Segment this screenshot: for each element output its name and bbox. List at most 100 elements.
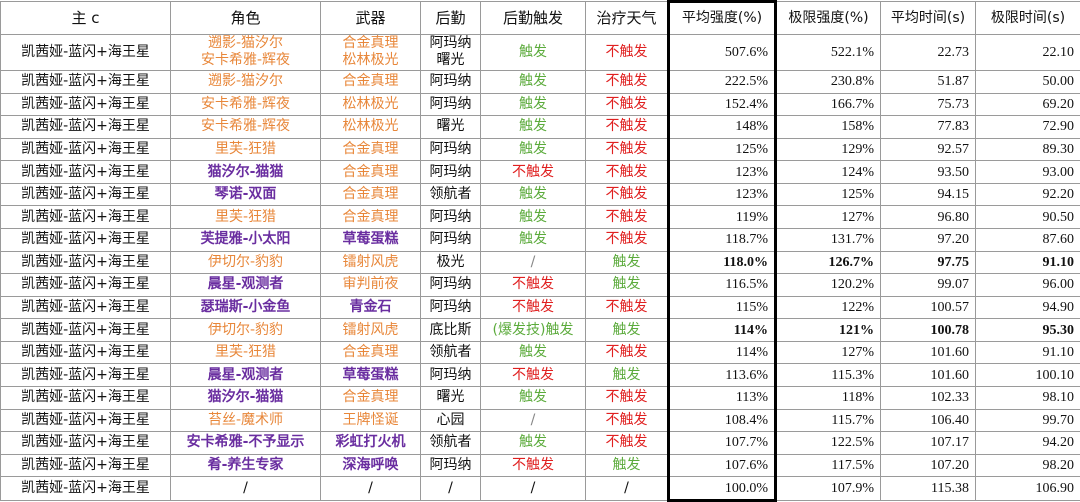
table-cell: 158% — [775, 115, 881, 139]
table-cell: / — [480, 476, 586, 501]
table-cell: 122.5% — [775, 431, 881, 455]
table-cell: 阿玛纳 曙光 — [420, 34, 481, 71]
table-cell: 瑟瑞斯-小金鱼 — [170, 295, 321, 320]
table-cell: 87.60 — [975, 227, 1080, 252]
table-cell: 心园 — [420, 408, 481, 433]
table-cell: 触发 — [480, 205, 586, 229]
table-cell: 96.00 — [975, 273, 1080, 297]
table-row: 凯茜娅-蓝闪+海王星 遡影-猫汐尔 合金真理 阿玛纳 触发 不触发 222.5% 230.8%… — [0, 69, 1080, 94]
table-row: 凯茜娅-蓝闪+海王星 安卡希雅-辉夜 松林极光 曙光 触发 不触发 148% 158% 77.8… — [0, 115, 1080, 139]
table-row: 凯茜娅-蓝闪+海王星 苔丝-魔术师 王牌怪诞 心园 / 不触发 108.4% 115.7% 10… — [0, 408, 1080, 433]
table-cell: 120.2% — [775, 273, 881, 297]
table-cell: 肴-养生专家 — [170, 453, 321, 478]
table-cell: 触发 — [480, 182, 586, 207]
table-cell: 领航者 — [420, 340, 481, 365]
table-cell: 松林极光 — [320, 115, 421, 139]
table-cell: 阿玛纳 — [420, 69, 481, 94]
table-cell: 极光 — [420, 250, 481, 275]
table-cell: 89.30 — [975, 137, 1080, 162]
table-row: 凯茜娅-蓝闪+海王星 晨星-观测者 草莓蛋糕 阿玛纳 不触发 触发 113.6% 115.3%… — [0, 363, 1080, 388]
table-cell: 106.90 — [975, 476, 1080, 501]
table-cell: 触发 — [585, 273, 669, 297]
table-row: 凯茜娅-蓝闪+海王星 肴-养生专家 深海呼唤 阿玛纳 不触发 触发 107.6% 117.5%… — [0, 453, 1080, 478]
table-cell: 合金真理 — [320, 137, 421, 162]
table-cell: 不触发 — [585, 137, 669, 162]
table-cell: 安卡希雅-辉夜 — [170, 92, 321, 117]
table-row: 凯茜娅-蓝闪+海王星 琴诺-双面 合金真理 领航者 触发 不触发 123% 125% 94.15… — [0, 182, 1080, 207]
table-cell: 115% — [667, 295, 777, 320]
table-cell: 触发 — [480, 340, 586, 365]
table-cell: 阿玛纳 — [420, 453, 481, 478]
table-cell: 伊切尔-豹豹 — [170, 250, 321, 275]
table-cell: 芙提雅-小太阳 — [170, 227, 321, 252]
table-cell: 522.1% — [775, 34, 881, 71]
table-cell: 94.20 — [975, 431, 1080, 455]
table-cell: 触发 — [480, 227, 586, 252]
table-cell: 126.7% — [775, 250, 881, 275]
table-cell: 凯茜娅-蓝闪+海王星 — [0, 137, 171, 162]
table-cell: 97.75 — [880, 250, 976, 275]
table-cell: 117.5% — [775, 453, 881, 478]
table-row: 凯茜娅-蓝闪+海王星 安卡希雅-辉夜 松林极光 阿玛纳 触发 不触发 152.4% 166.7… — [0, 92, 1080, 117]
table-cell: 凯茜娅-蓝闪+海王星 — [0, 250, 171, 275]
table-cell: 王牌怪诞 — [320, 408, 421, 433]
table-cell: 123% — [667, 160, 777, 184]
table-cell: 123% — [667, 182, 777, 207]
table-cell: 119% — [667, 205, 777, 229]
table-cell: 69.20 — [975, 92, 1080, 117]
table-cell: 凯茜娅-蓝闪+海王星 — [0, 340, 171, 365]
table-cell: 凯茜娅-蓝闪+海王星 — [0, 408, 171, 433]
table-row: 凯茜娅-蓝闪+海王星 伊切尔-豹豹 镭射风虎 底比斯 (爆发技)触发 触发 114% 121%… — [0, 318, 1080, 342]
table-cell: 松林极光 — [320, 92, 421, 117]
table-cell: 合金真理 — [320, 182, 421, 207]
table-cell: 127% — [775, 205, 881, 229]
header-cell: 后勤触发 — [480, 1, 586, 35]
table-cell: 92.20 — [975, 182, 1080, 207]
table-cell: 118% — [775, 386, 881, 410]
table-row: 凯茜娅-蓝闪+海王星 遡影-猫汐尔 安卡希雅-辉夜 合金真理 松林极光 阿玛纳 曙光触… — [0, 34, 1080, 71]
table-row: 凯茜娅-蓝闪+海王星 里芙-狂猎 合金真理 阿玛纳 触发 不触发 119% 127% 96.80… — [0, 205, 1080, 229]
table-cell: 125% — [667, 137, 777, 162]
table-cell: 107.7% — [667, 431, 777, 455]
table-cell: 深海呼唤 — [320, 453, 421, 478]
table-cell: 131.7% — [775, 227, 881, 252]
table-cell: 75.73 — [880, 92, 976, 117]
table-cell: 阿玛纳 — [420, 295, 481, 320]
table-cell: 107.17 — [880, 431, 976, 455]
table-cell: 91.10 — [975, 340, 1080, 365]
table-cell: 安卡希雅-辉夜 — [170, 115, 321, 139]
table-cell: 148% — [667, 115, 777, 139]
table-cell: 合金真理 — [320, 160, 421, 184]
table-cell: 114% — [667, 340, 777, 365]
table-cell: 152.4% — [667, 92, 777, 117]
table-cell: 98.20 — [975, 453, 1080, 478]
table-cell: 凯茜娅-蓝闪+海王星 — [0, 273, 171, 297]
table-cell: 草莓蛋糕 — [320, 227, 421, 252]
table-cell: 凯茜娅-蓝闪+海王星 — [0, 69, 171, 94]
table-cell: 94.90 — [975, 295, 1080, 320]
table-cell: 阿玛纳 — [420, 363, 481, 388]
table-cell: 里芙-狂猎 — [170, 205, 321, 229]
table-cell: / — [170, 476, 321, 501]
table-cell: 118.7% — [667, 227, 777, 252]
table-cell: 不触发 — [585, 92, 669, 117]
table-cell: 里芙-狂猎 — [170, 137, 321, 162]
table-cell: 91.10 — [975, 250, 1080, 275]
table-row: 凯茜娅-蓝闪+海王星 伊切尔-豹豹 镭射风虎 极光 / 触发 118.0% 126.7% 97.… — [0, 250, 1080, 275]
table-cell: 121% — [775, 318, 881, 342]
table-cell: 不触发 — [480, 273, 586, 297]
table-cell: 222.5% — [667, 69, 777, 94]
header-cell: 治疗天气 — [585, 1, 669, 35]
table-cell: 审判前夜 — [320, 273, 421, 297]
table-cell: 触发 — [480, 34, 586, 71]
table-cell: 127% — [775, 340, 881, 365]
table-cell: 阿玛纳 — [420, 160, 481, 184]
table-cell: / — [420, 476, 481, 501]
table-cell: 100.78 — [880, 318, 976, 342]
table-cell: 51.87 — [880, 69, 976, 94]
table-cell: 102.33 — [880, 386, 976, 410]
table-cell: 合金真理 — [320, 340, 421, 365]
table-cell: 里芙-狂猎 — [170, 340, 321, 365]
table-cell: 晨星-观测者 — [170, 363, 321, 388]
